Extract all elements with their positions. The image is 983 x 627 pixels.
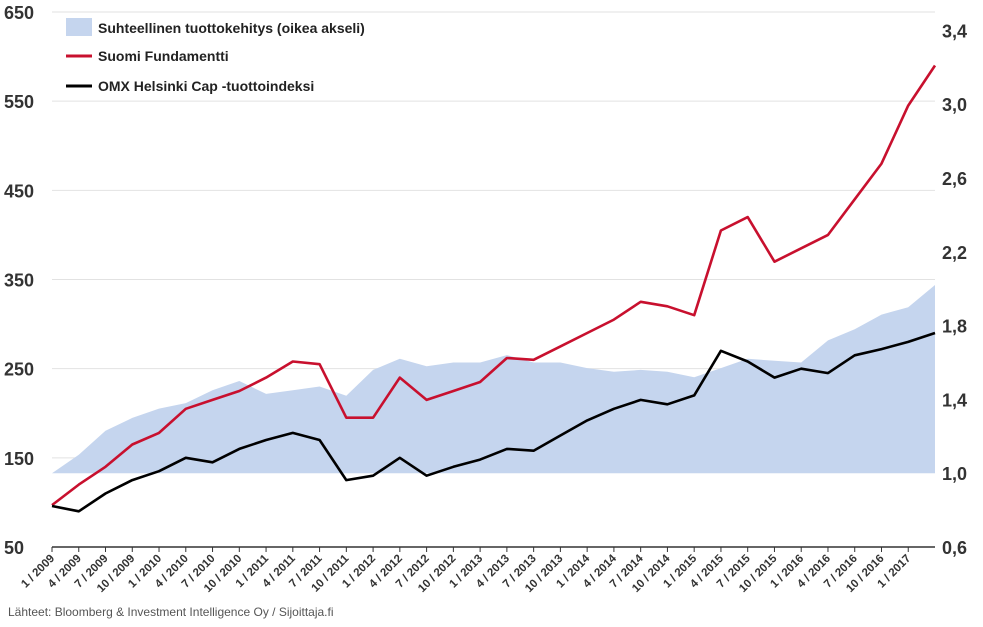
left-axis-tick-label: 450 [4, 181, 34, 201]
right-axis-tick-label: 1,4 [942, 390, 967, 410]
right-axis-tick-label: 3,4 [942, 21, 967, 41]
left-axis-tick-label: 550 [4, 92, 34, 112]
legend-label-suomi: Suomi Fundamentti [98, 48, 229, 64]
left-axis-tick-label: 350 [4, 271, 34, 291]
left-axis-ticks: 650 550 450 350 250 150 50 [4, 3, 34, 558]
right-axis-tick-label: 2,2 [942, 243, 967, 263]
left-axis-tick-label: 150 [4, 449, 34, 469]
legend: Suhteellinen tuottokehitys (oikea akseli… [66, 18, 365, 94]
right-axis-tick-label: 3,0 [942, 95, 967, 115]
omx-helsinki-cap-line [51, 331, 936, 513]
legend-label-omx: OMX Helsinki Cap -tuottoindeksi [98, 78, 314, 94]
right-axis-ticks: 3,4 3,0 2,6 2,2 1,8 1,4 1,0 0,6 [942, 21, 967, 558]
right-axis-tick-label: 0,6 [942, 538, 967, 558]
relative-return-area [52, 285, 935, 474]
suomi-fundamentti-line [51, 64, 937, 507]
left-axis-tick-label: 650 [4, 3, 34, 23]
left-axis-tick-label: 50 [4, 538, 24, 558]
source-note: Lähteet: Bloomberg & Investment Intellig… [8, 605, 334, 619]
legend-swatch-area [66, 18, 92, 36]
legend-label-area: Suhteellinen tuottokehitys (oikea akseli… [98, 20, 365, 36]
right-axis-tick-label: 2,6 [942, 169, 967, 189]
right-axis-tick-label: 1,8 [942, 317, 967, 337]
right-axis-tick-label: 1,0 [942, 464, 967, 484]
left-axis-tick-label: 250 [4, 360, 34, 380]
